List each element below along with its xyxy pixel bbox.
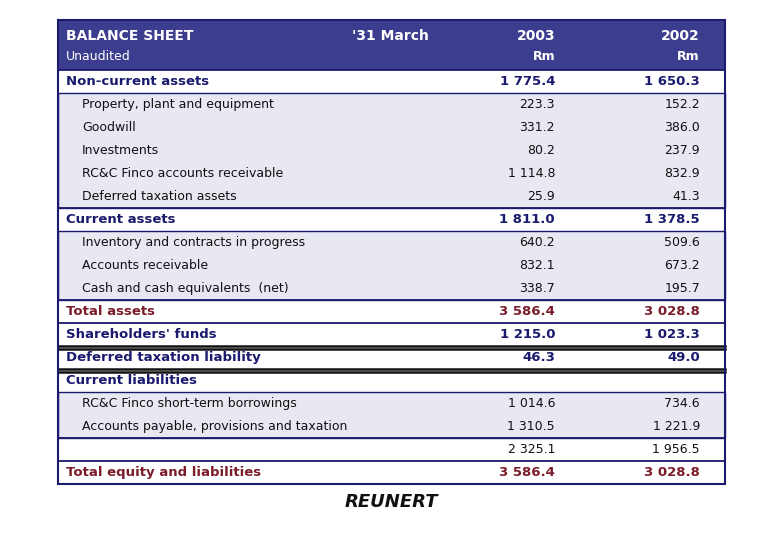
Text: Property, plant and equipment: Property, plant and equipment bbox=[82, 98, 274, 111]
Text: 734.6: 734.6 bbox=[665, 397, 700, 410]
Text: Non-current assets: Non-current assets bbox=[66, 75, 209, 88]
Text: 1 775.4: 1 775.4 bbox=[499, 75, 555, 88]
Text: 46.3: 46.3 bbox=[522, 351, 555, 364]
Text: 1 378.5: 1 378.5 bbox=[644, 213, 700, 226]
Text: 49.0: 49.0 bbox=[667, 351, 700, 364]
Text: REUNERT: REUNERT bbox=[345, 493, 438, 511]
Text: 3 586.4: 3 586.4 bbox=[499, 466, 555, 479]
Text: 1 310.5: 1 310.5 bbox=[507, 420, 555, 433]
Text: '31 March: '31 March bbox=[352, 29, 428, 43]
Text: Rm: Rm bbox=[677, 51, 700, 64]
Text: 2002: 2002 bbox=[661, 29, 700, 43]
Text: 41.3: 41.3 bbox=[672, 190, 700, 203]
Text: 1 014.6: 1 014.6 bbox=[508, 397, 555, 410]
Text: 237.9: 237.9 bbox=[665, 144, 700, 157]
Text: Current liabilities: Current liabilities bbox=[66, 374, 197, 387]
Bar bbox=[58, 20, 725, 70]
Text: Accounts payable, provisions and taxation: Accounts payable, provisions and taxatio… bbox=[82, 420, 347, 433]
Text: 832.9: 832.9 bbox=[665, 167, 700, 180]
Text: 1 650.3: 1 650.3 bbox=[644, 75, 700, 88]
Text: 152.2: 152.2 bbox=[665, 98, 700, 111]
Text: 640.2: 640.2 bbox=[519, 236, 555, 249]
Text: RC&C Finco short-term borrowings: RC&C Finco short-term borrowings bbox=[82, 397, 296, 410]
Text: Rm: Rm bbox=[533, 51, 555, 64]
Text: 331.2: 331.2 bbox=[519, 121, 555, 134]
Text: 673.2: 673.2 bbox=[665, 259, 700, 272]
Text: Total equity and liabilities: Total equity and liabilities bbox=[66, 466, 261, 479]
Text: 338.7: 338.7 bbox=[519, 282, 555, 295]
Text: 509.6: 509.6 bbox=[665, 236, 700, 249]
Text: Cash and cash equivalents  (net): Cash and cash equivalents (net) bbox=[82, 282, 289, 295]
Text: 1 215.0: 1 215.0 bbox=[499, 328, 555, 341]
Text: 1 811.0: 1 811.0 bbox=[499, 213, 555, 226]
Text: 2 325.1: 2 325.1 bbox=[508, 443, 555, 456]
Text: 832.1: 832.1 bbox=[519, 259, 555, 272]
Text: Inventory and contracts in progress: Inventory and contracts in progress bbox=[82, 236, 305, 249]
Text: 1 023.3: 1 023.3 bbox=[644, 328, 700, 341]
Bar bbox=[58, 392, 725, 438]
Text: 1 221.9: 1 221.9 bbox=[653, 420, 700, 433]
Text: 2003: 2003 bbox=[516, 29, 555, 43]
Text: 3 586.4: 3 586.4 bbox=[499, 305, 555, 318]
Text: Goodwill: Goodwill bbox=[82, 121, 136, 134]
Text: 25.9: 25.9 bbox=[527, 190, 555, 203]
Text: 3 028.8: 3 028.8 bbox=[644, 305, 700, 318]
Text: Deferred taxation liability: Deferred taxation liability bbox=[66, 351, 261, 364]
Text: Unaudited: Unaudited bbox=[66, 51, 131, 64]
Text: Total assets: Total assets bbox=[66, 305, 155, 318]
Text: 1 956.5: 1 956.5 bbox=[652, 443, 700, 456]
Text: 223.3: 223.3 bbox=[519, 98, 555, 111]
Text: 195.7: 195.7 bbox=[665, 282, 700, 295]
Text: RC&C Finco accounts receivable: RC&C Finco accounts receivable bbox=[82, 167, 283, 180]
Bar bbox=[58, 93, 725, 208]
Text: BALANCE SHEET: BALANCE SHEET bbox=[66, 29, 193, 43]
Text: 1 114.8: 1 114.8 bbox=[508, 167, 555, 180]
Text: Current assets: Current assets bbox=[66, 213, 176, 226]
Text: Investments: Investments bbox=[82, 144, 159, 157]
Text: 80.2: 80.2 bbox=[527, 144, 555, 157]
Bar bbox=[58, 20, 725, 484]
Text: 3 028.8: 3 028.8 bbox=[644, 466, 700, 479]
Bar bbox=[58, 231, 725, 300]
Text: Deferred taxation assets: Deferred taxation assets bbox=[82, 190, 236, 203]
Text: 386.0: 386.0 bbox=[665, 121, 700, 134]
Text: Accounts receivable: Accounts receivable bbox=[82, 259, 208, 272]
Text: Shareholders' funds: Shareholders' funds bbox=[66, 328, 217, 341]
